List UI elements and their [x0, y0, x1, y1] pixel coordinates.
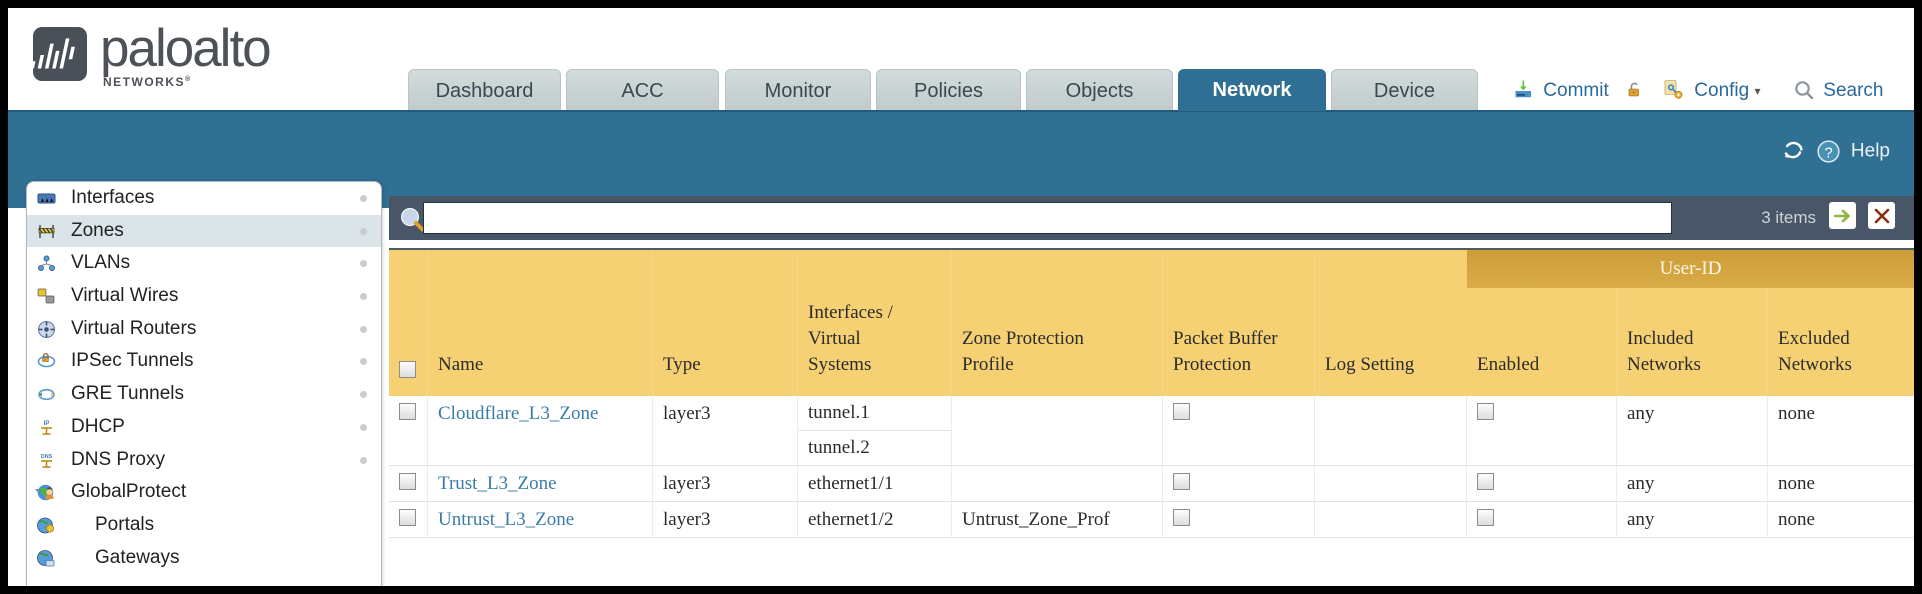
svg-text:DNS: DNS — [41, 454, 53, 460]
svg-text:?: ? — [1824, 144, 1832, 161]
svg-text:IP: IP — [44, 421, 50, 427]
